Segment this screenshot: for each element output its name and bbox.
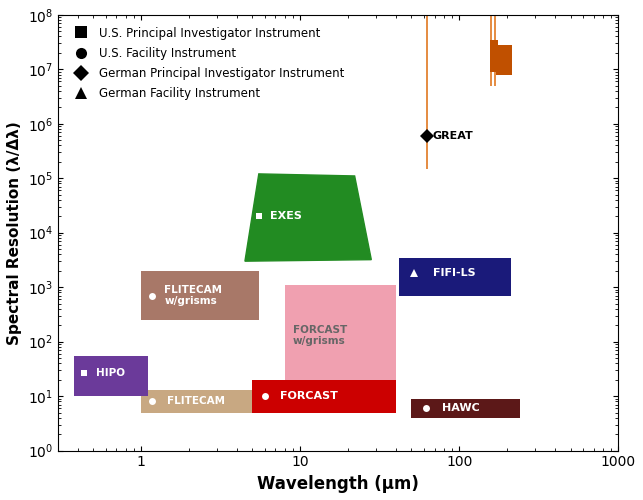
Text: FIFI-LS: FIFI-LS	[433, 268, 475, 278]
Polygon shape	[245, 174, 371, 261]
Bar	[412, 398, 520, 418]
Text: GREAT: GREAT	[433, 131, 473, 141]
Bar	[252, 380, 396, 412]
Text: HAWC: HAWC	[442, 403, 480, 413]
Bar	[141, 271, 258, 320]
Text: FORCAST: FORCAST	[280, 391, 338, 401]
Y-axis label: Spectral Resolution (λ/Δλ): Spectral Resolution (λ/Δλ)	[7, 121, 22, 344]
Legend: U.S. Principal Investigator Instrument, U.S. Facility Instrument, German Princip: U.S. Principal Investigator Instrument, …	[64, 20, 350, 105]
Bar	[74, 356, 147, 396]
Text: EXES: EXES	[270, 212, 302, 222]
Bar	[489, 40, 498, 72]
Bar	[496, 45, 512, 74]
X-axis label: Wavelength (μm): Wavelength (μm)	[257, 475, 419, 493]
Text: FLITECAM: FLITECAM	[167, 396, 224, 406]
Bar	[141, 390, 258, 412]
Text: FLITECAM
w/grisms: FLITECAM w/grisms	[164, 285, 222, 306]
Text: HIPO: HIPO	[96, 368, 125, 378]
Text: FORCAST
w/grisms: FORCAST w/grisms	[293, 324, 347, 346]
Bar	[399, 258, 511, 296]
Bar	[285, 285, 396, 380]
